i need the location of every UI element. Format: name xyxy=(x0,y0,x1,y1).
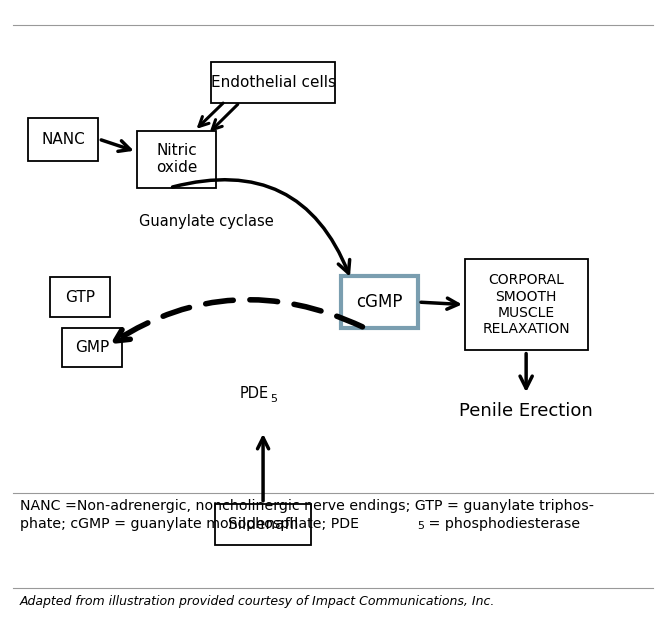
FancyBboxPatch shape xyxy=(214,504,312,545)
Text: phate; cGMP = guanylate monophosphate; PDE: phate; cGMP = guanylate monophosphate; P… xyxy=(20,517,359,531)
Text: GTP: GTP xyxy=(65,289,95,305)
Text: NANC: NANC xyxy=(41,131,85,147)
Text: = phosphodiesterase: = phosphodiesterase xyxy=(424,517,580,531)
FancyBboxPatch shape xyxy=(62,328,122,367)
FancyBboxPatch shape xyxy=(28,118,99,161)
Text: Sildenafil: Sildenafil xyxy=(228,517,298,532)
FancyBboxPatch shape xyxy=(465,259,587,350)
FancyBboxPatch shape xyxy=(212,62,334,102)
Text: 5: 5 xyxy=(270,394,278,404)
Text: NANC =Non-adrenergic, noncholinergic nerve endings; GTP = guanylate triphos-: NANC =Non-adrenergic, noncholinergic ner… xyxy=(20,499,594,513)
Text: PDE: PDE xyxy=(240,386,269,401)
Text: CORPORAL
SMOOTH
MUSCLE
RELAXATION: CORPORAL SMOOTH MUSCLE RELAXATION xyxy=(482,273,570,336)
FancyBboxPatch shape xyxy=(50,277,110,317)
FancyBboxPatch shape xyxy=(341,276,418,328)
FancyBboxPatch shape xyxy=(137,131,216,188)
Text: 5: 5 xyxy=(418,521,425,532)
Text: Nitric
oxide: Nitric oxide xyxy=(156,143,197,176)
Text: Penile Erection: Penile Erection xyxy=(460,402,593,420)
Text: cGMP: cGMP xyxy=(356,293,403,311)
Text: Guanylate cyclase: Guanylate cyclase xyxy=(139,214,274,229)
Text: Adapted from illustration provided courtesy of Impact Communications, Inc.: Adapted from illustration provided court… xyxy=(20,595,496,609)
Text: Endothelial cells: Endothelial cells xyxy=(210,75,336,90)
Text: GMP: GMP xyxy=(75,340,109,355)
